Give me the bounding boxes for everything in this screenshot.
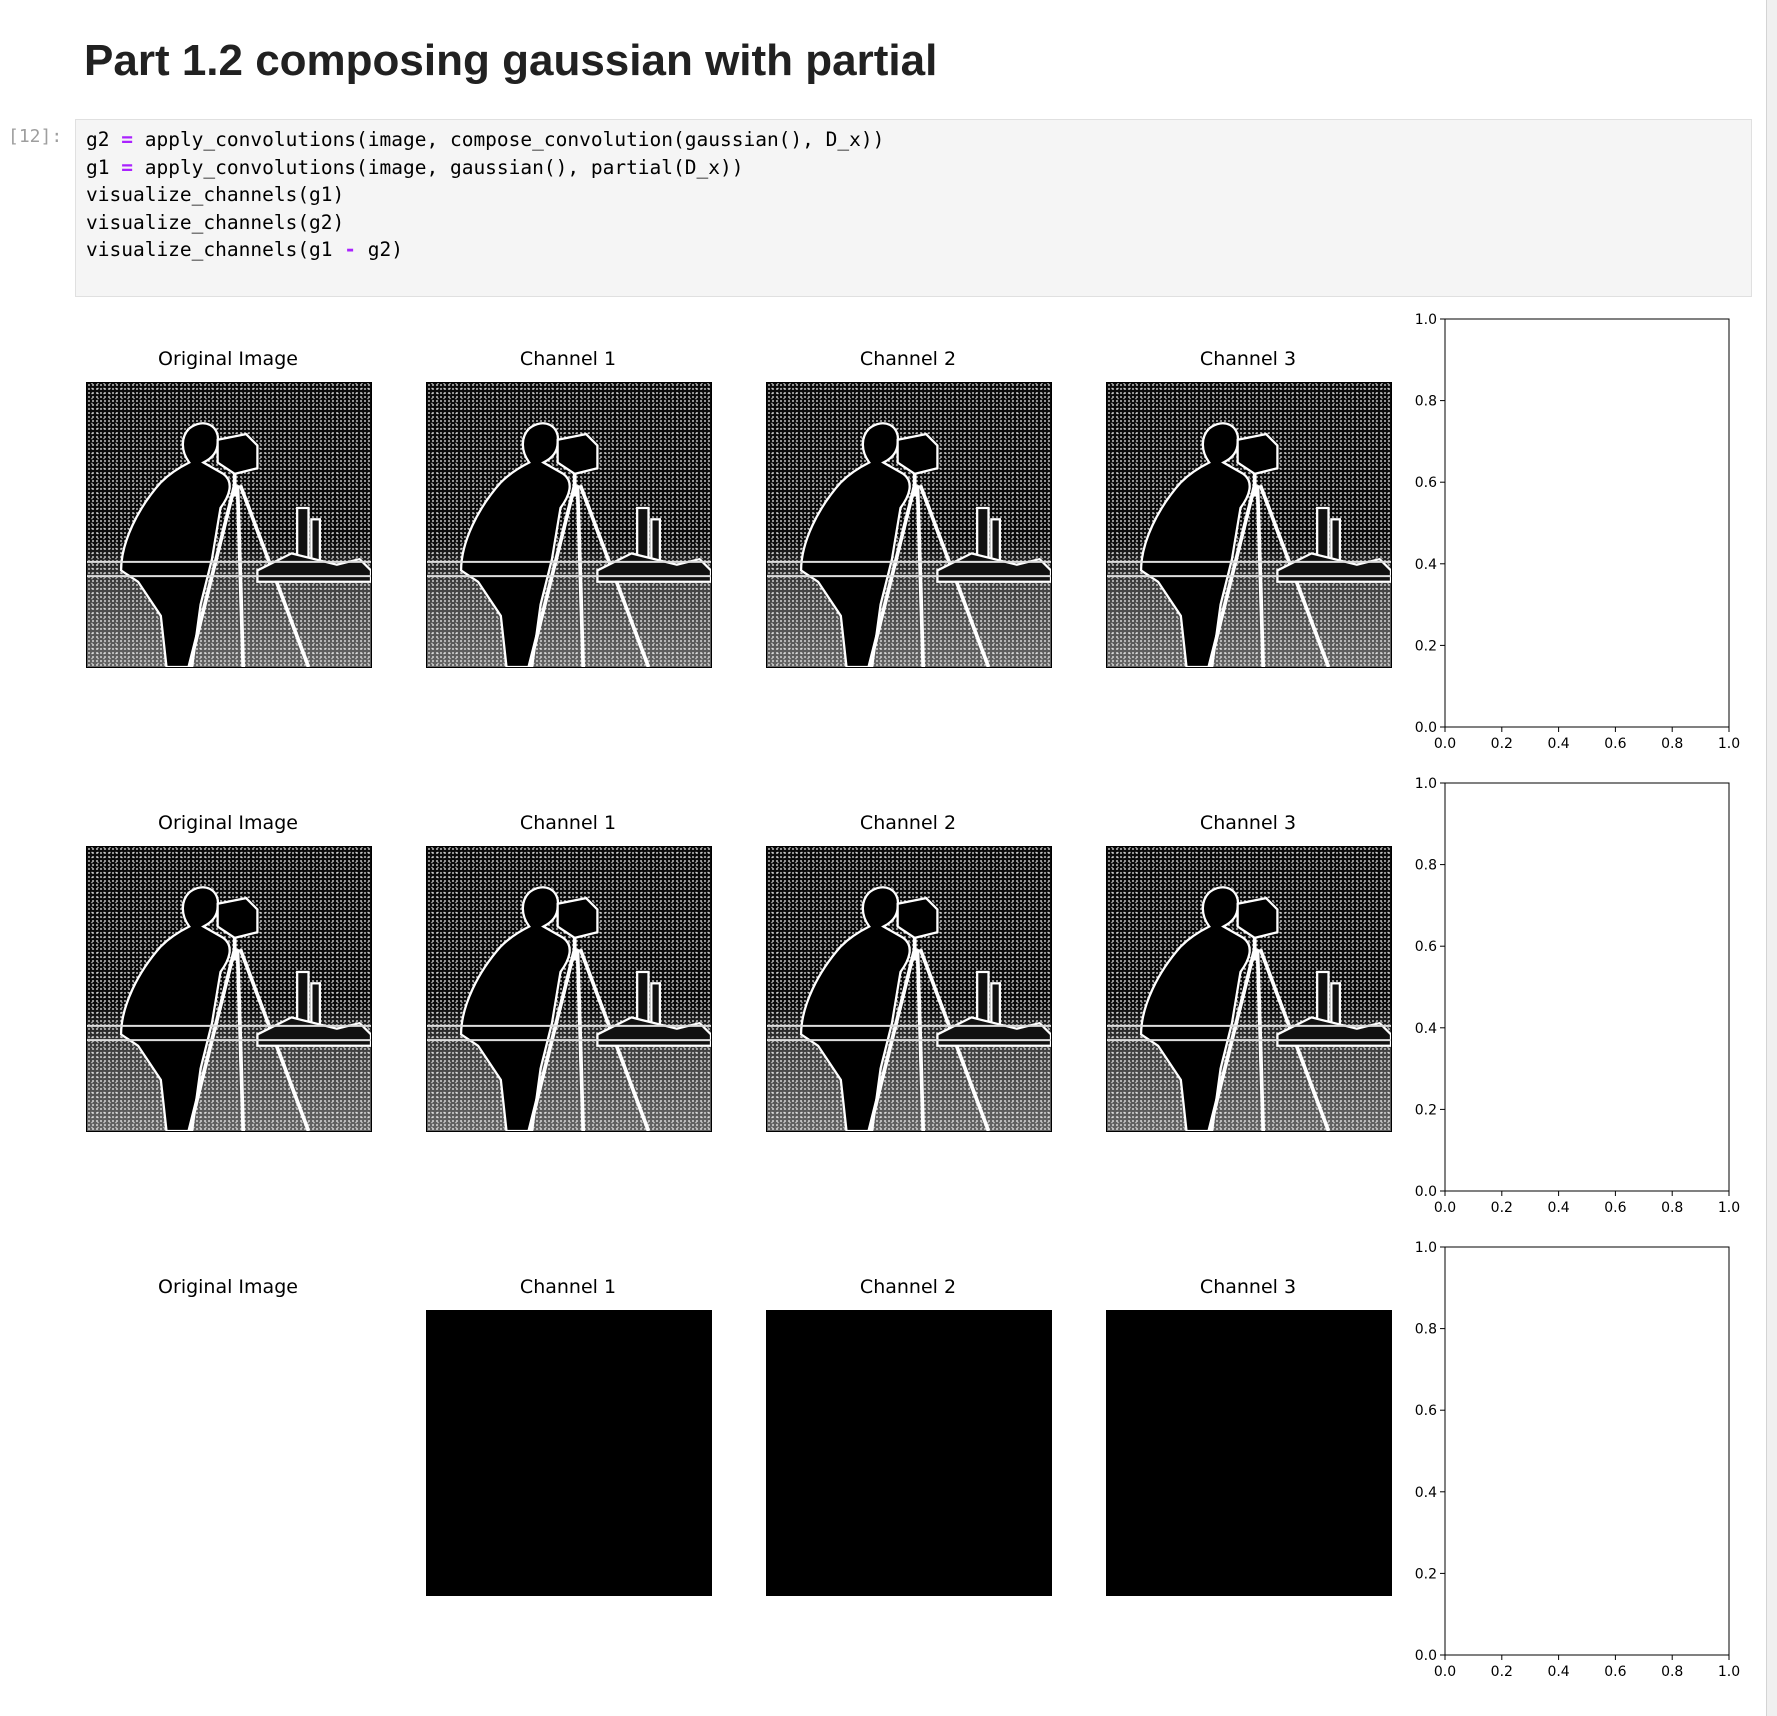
y-tick-label: 0.8 [1415, 1322, 1437, 1338]
edge-image-panel [766, 382, 1052, 668]
axes-frame [1444, 318, 1730, 728]
cell-execution-count: [12]: [8, 126, 63, 147]
page-scrollbar[interactable] [1766, 0, 1777, 1716]
code-text: g2) [356, 238, 403, 261]
code-text: g1 [86, 155, 122, 179]
y-tick-label: 0.0 [1415, 1648, 1437, 1664]
edge-image-panel [1106, 382, 1392, 668]
y-tick-label: 0.6 [1415, 1403, 1437, 1419]
code-line: visualize_channels(g2) [86, 209, 1741, 237]
x-tick-label: 0.0 [1434, 1200, 1456, 1216]
x-tick-label: 0.2 [1491, 1664, 1513, 1680]
y-tick-label: 0.0 [1415, 1184, 1437, 1200]
edge-image-drawing [427, 422, 711, 667]
code-operator: = [121, 128, 133, 151]
subplot-title: Channel 1 [519, 812, 617, 834]
y-tick-label: 0.4 [1415, 557, 1437, 573]
edge-image-drawing [87, 422, 371, 667]
code-line: visualize_channels(g1) [86, 181, 1741, 209]
subplot-title: Original Image [158, 348, 298, 370]
y-tick-label: 0.6 [1415, 939, 1437, 955]
edge-image-drawing [1107, 422, 1391, 667]
x-tick-label: 0.0 [1434, 1664, 1456, 1680]
axes-frame [1444, 1246, 1730, 1656]
markdown-heading: Part 1.2 composing gaussian with partial [84, 36, 938, 85]
x-tick-label: 0.6 [1604, 1200, 1626, 1216]
x-tick-label: 1.0 [1718, 736, 1740, 752]
x-tick-label: 0.4 [1547, 736, 1569, 752]
black-image-panel [766, 1310, 1052, 1596]
x-tick-label: 0.4 [1547, 1664, 1569, 1680]
x-tick-label: 0.8 [1661, 1664, 1683, 1680]
y-tick-label: 0.4 [1415, 1021, 1437, 1037]
empty-axes: 0.0 0.2 0.4 0.6 0.8 1.0 0.0 0.2 0.4 0.6 0.8 1.0 [1415, 776, 1740, 1216]
edge-image-drawing [1107, 886, 1391, 1131]
x-tick-label: 0.6 [1604, 1664, 1626, 1680]
subplot-title: Original Image [158, 812, 298, 834]
y-tick-label: 0.2 [1415, 1566, 1437, 1582]
code-line: g1 = apply_convolutions(image, gaussian(… [86, 154, 1741, 182]
empty-axes: 0.0 0.2 0.4 0.6 0.8 1.0 0.0 0.2 0.4 0.6 0.8 1.0 [1415, 1240, 1740, 1680]
edge-image-drawing [427, 886, 711, 1131]
edge-image-panel [86, 846, 372, 1132]
subplot-title: Channel 2 [859, 812, 957, 834]
y-tick-label: 0.8 [1415, 394, 1437, 410]
x-tick-label: 0.8 [1661, 1200, 1683, 1216]
subplot-title: Channel 3 [1199, 348, 1297, 370]
y-tick-label: 0.4 [1415, 1485, 1437, 1501]
y-tick-label: 0.2 [1415, 1102, 1437, 1118]
code-line: g2 = apply_convolutions(image, compose_c… [86, 126, 1741, 154]
y-tick-label: 0.0 [1415, 720, 1437, 736]
x-tick-label: 0.2 [1491, 1200, 1513, 1216]
subplot-title: Channel 2 [859, 1276, 957, 1298]
code-text: visualize_channels(g1) [86, 183, 345, 206]
code-operator: = [121, 155, 133, 179]
y-tick-label: 0.8 [1415, 858, 1437, 874]
edge-image-panel [426, 846, 712, 1132]
code-text: apply_convolutions(image, gaussian(), pa… [132, 155, 744, 179]
x-tick-label: 0.8 [1661, 736, 1683, 752]
subplot-title: Channel 1 [519, 1276, 617, 1298]
x-tick-label: 0.4 [1547, 1200, 1569, 1216]
code-text: g2 [86, 128, 122, 151]
edge-image-drawing [767, 422, 1051, 667]
y-tick-label: 1.0 [1415, 776, 1437, 792]
code-line: visualize_channels(g1 - g2) [86, 236, 1741, 264]
x-tick-label: 0.0 [1434, 736, 1456, 752]
y-tick-label: 1.0 [1415, 1240, 1437, 1256]
x-tick-label: 0.2 [1491, 736, 1513, 752]
empty-axes: 0.0 0.2 0.4 0.6 0.8 1.0 0.0 0.2 0.4 0.6 0.8 1.0 [1415, 312, 1740, 752]
edge-image-drawing [767, 886, 1051, 1131]
black-image-panel [426, 1310, 712, 1596]
subplot-title: Channel 2 [859, 348, 957, 370]
x-tick-label: 0.6 [1604, 736, 1626, 752]
edge-image-panel [86, 382, 372, 668]
subplot-title: Channel 3 [1199, 1276, 1297, 1298]
y-tick-label: 0.6 [1415, 475, 1437, 491]
subplot-title: Channel 3 [1199, 812, 1297, 834]
y-tick-label: 0.2 [1415, 638, 1437, 654]
subplot-title: Original Image [158, 1276, 298, 1298]
code-text: visualize_channels(g1 [86, 238, 345, 261]
black-image-panel [1106, 1310, 1392, 1596]
edge-image-drawing [87, 886, 371, 1131]
code-operator: - [344, 238, 357, 261]
edge-image-panel [766, 846, 1052, 1132]
code-text: apply_convolutions(image, compose_convol… [132, 128, 885, 151]
subplot-title: Channel 1 [519, 348, 617, 370]
edge-image-panel [1106, 846, 1392, 1132]
y-tick-label: 1.0 [1415, 312, 1437, 328]
axes-frame [1444, 782, 1730, 1192]
x-tick-label: 1.0 [1718, 1664, 1740, 1680]
x-tick-label: 1.0 [1718, 1200, 1740, 1216]
edge-image-panel [426, 382, 712, 668]
code-cell-input[interactable]: g2 = apply_convolutions(image, compose_c… [75, 119, 1752, 297]
code-text: visualize_channels(g2) [86, 210, 345, 234]
